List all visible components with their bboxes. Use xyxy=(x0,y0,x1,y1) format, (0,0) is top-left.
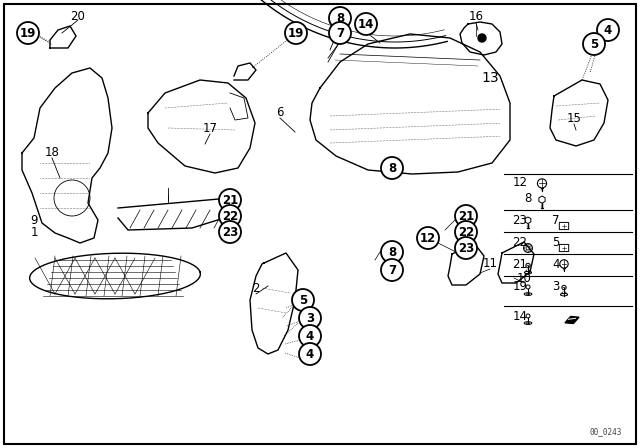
Text: 21: 21 xyxy=(513,258,527,271)
Circle shape xyxy=(292,289,314,311)
Circle shape xyxy=(299,307,321,329)
Circle shape xyxy=(17,22,39,44)
Text: 7: 7 xyxy=(552,214,560,227)
Polygon shape xyxy=(22,68,112,243)
FancyBboxPatch shape xyxy=(559,245,569,252)
Text: 00_0243: 00_0243 xyxy=(589,427,622,436)
Text: 14: 14 xyxy=(358,17,374,30)
Circle shape xyxy=(455,221,477,243)
Text: 10: 10 xyxy=(516,271,531,284)
Polygon shape xyxy=(148,80,255,173)
Text: 23: 23 xyxy=(222,225,238,238)
Polygon shape xyxy=(565,316,579,323)
Text: 17: 17 xyxy=(202,121,218,134)
Circle shape xyxy=(329,22,351,44)
Polygon shape xyxy=(310,34,510,174)
Polygon shape xyxy=(460,22,502,55)
Text: 8: 8 xyxy=(388,161,396,175)
Polygon shape xyxy=(50,26,76,48)
Text: 4: 4 xyxy=(306,329,314,343)
Text: 9: 9 xyxy=(30,214,38,227)
Circle shape xyxy=(219,221,241,243)
Text: 4: 4 xyxy=(552,258,560,271)
Text: 7: 7 xyxy=(388,263,396,276)
Text: 18: 18 xyxy=(45,146,60,159)
Text: 4: 4 xyxy=(604,23,612,36)
Circle shape xyxy=(417,227,439,249)
Circle shape xyxy=(597,19,619,41)
Circle shape xyxy=(381,241,403,263)
Polygon shape xyxy=(498,242,534,283)
Polygon shape xyxy=(250,253,298,354)
Text: 20: 20 xyxy=(70,9,85,22)
Circle shape xyxy=(455,205,477,227)
Text: 19: 19 xyxy=(513,280,527,293)
Circle shape xyxy=(219,189,241,211)
Text: 16: 16 xyxy=(468,9,483,22)
Text: 1: 1 xyxy=(30,225,38,238)
Text: 8: 8 xyxy=(524,191,532,204)
Polygon shape xyxy=(448,243,484,285)
Text: 3: 3 xyxy=(552,280,560,293)
Circle shape xyxy=(381,157,403,179)
Circle shape xyxy=(526,314,530,318)
Text: 8: 8 xyxy=(388,246,396,258)
Text: 21: 21 xyxy=(222,194,238,207)
Polygon shape xyxy=(118,198,240,230)
Text: 19: 19 xyxy=(288,26,304,39)
Circle shape xyxy=(528,265,529,266)
Text: 6: 6 xyxy=(276,105,284,119)
Polygon shape xyxy=(29,253,200,299)
Circle shape xyxy=(355,13,377,35)
Circle shape xyxy=(329,7,351,29)
Text: 21: 21 xyxy=(458,210,474,223)
Circle shape xyxy=(527,265,528,266)
Text: 23: 23 xyxy=(458,241,474,254)
Text: 3: 3 xyxy=(306,311,314,324)
Circle shape xyxy=(583,33,605,55)
Text: 5: 5 xyxy=(299,293,307,306)
Text: 11: 11 xyxy=(483,257,497,270)
Text: 2: 2 xyxy=(252,281,260,294)
Text: 22: 22 xyxy=(513,236,527,249)
Text: 23: 23 xyxy=(513,214,527,227)
Text: 5: 5 xyxy=(590,38,598,51)
Circle shape xyxy=(564,287,566,288)
Text: 22: 22 xyxy=(458,225,474,238)
Circle shape xyxy=(285,22,307,44)
Text: 13: 13 xyxy=(481,71,499,85)
Text: 14: 14 xyxy=(513,310,527,323)
Text: 4: 4 xyxy=(306,348,314,361)
Circle shape xyxy=(299,343,321,365)
Text: 22: 22 xyxy=(222,210,238,223)
Circle shape xyxy=(381,259,403,281)
Circle shape xyxy=(563,287,564,288)
Text: 19: 19 xyxy=(20,26,36,39)
Text: 12: 12 xyxy=(420,232,436,245)
Text: 5: 5 xyxy=(552,236,560,249)
Circle shape xyxy=(526,285,530,289)
Circle shape xyxy=(219,205,241,227)
Circle shape xyxy=(478,34,486,42)
Circle shape xyxy=(299,325,321,347)
Polygon shape xyxy=(550,80,608,146)
Text: 15: 15 xyxy=(566,112,581,125)
Text: 12: 12 xyxy=(513,176,527,189)
Polygon shape xyxy=(234,63,256,80)
Text: 7: 7 xyxy=(336,26,344,39)
Circle shape xyxy=(455,237,477,259)
Text: 8: 8 xyxy=(336,12,344,25)
FancyBboxPatch shape xyxy=(559,222,569,229)
